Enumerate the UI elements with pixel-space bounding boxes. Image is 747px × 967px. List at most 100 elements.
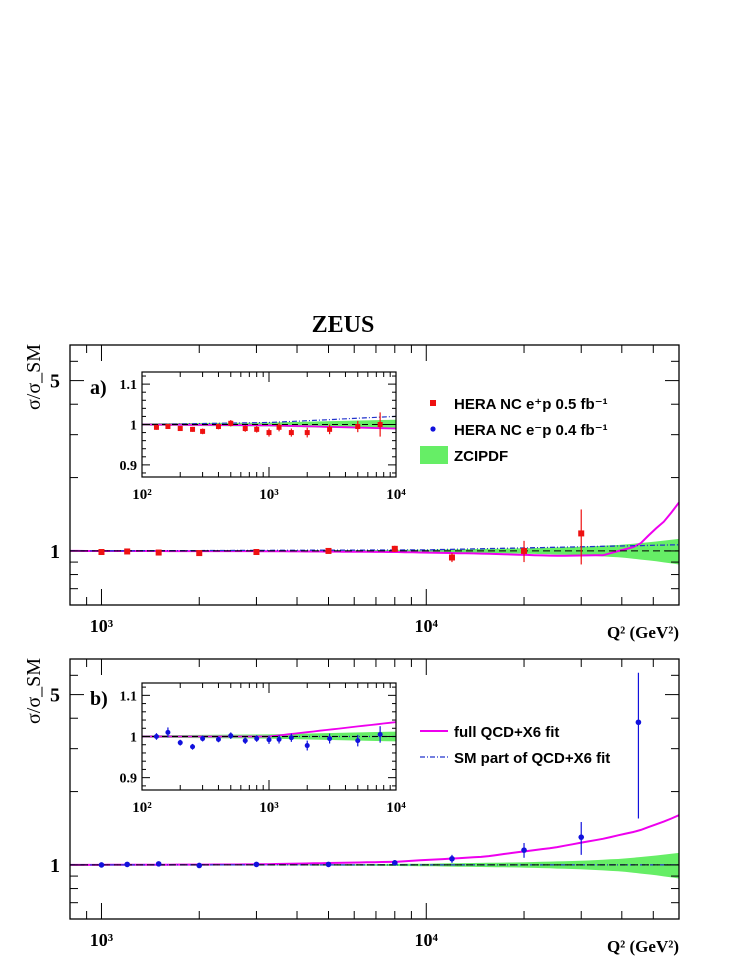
inset-data-point (177, 426, 183, 432)
panel-a: 10³ 10⁴ 1 5σ/σ_SM Q² (GeV²) a) 10² 10³ 10⁴ 0.9 1 1.… (23, 344, 680, 642)
x-tick-label: 10⁴ (415, 930, 439, 950)
data-point (391, 860, 398, 866)
data-point (98, 862, 105, 868)
inset-data-point (200, 736, 206, 742)
data-point (253, 861, 260, 868)
inset-data-point (190, 426, 196, 432)
plot-area (70, 672, 679, 879)
data-point (124, 548, 131, 555)
inset-data-point (242, 738, 248, 744)
inset-data-point (228, 733, 234, 739)
y-axis-label: σ/σ_SM (23, 344, 45, 410)
inset-data-point (190, 744, 196, 750)
inset-data-point (242, 426, 248, 432)
panel-label: a) (90, 377, 107, 399)
data-point (448, 554, 455, 561)
inset: 10² 10³ 10⁴ 0.9 1 1.1 (120, 682, 406, 816)
data-point (124, 861, 130, 868)
inset-x-tick-label: 10² (132, 800, 152, 816)
data-point (325, 861, 332, 868)
inset-y-tick-label: 1.1 (120, 378, 138, 393)
data-point (578, 530, 585, 537)
x-axis-label: Q² (GeV²) (607, 937, 679, 956)
y-tick-label: 5 (50, 371, 60, 393)
inset-data-point (304, 743, 310, 749)
inset-data-point (355, 424, 361, 430)
data-point (521, 847, 527, 853)
y-axis-label: σ/σ_SM (23, 658, 45, 724)
inset-data-point (177, 740, 183, 746)
inset-data-point (266, 430, 272, 436)
legend-label: full QCD+X6 fit (454, 724, 559, 741)
x-axis-label: Q² (GeV²) (607, 623, 679, 642)
legend-marker-band (420, 446, 448, 464)
legend-label: SM part of QCD+X6 fit (454, 750, 610, 767)
inset-data-point (327, 736, 333, 742)
inset-data-point (153, 734, 159, 739)
legend-label: ZCIPDF (454, 448, 508, 465)
inset-y-tick-label: 1.1 (120, 689, 138, 704)
inset-y-tick-label: 1 (130, 731, 137, 746)
data-point (325, 547, 332, 554)
inset-data-point (288, 430, 294, 436)
data-point (155, 549, 162, 556)
data-point (521, 547, 528, 554)
x-tick-label: 10³ (90, 930, 114, 950)
inset-data-point (377, 731, 383, 737)
curve-solid (70, 814, 679, 866)
data-point (98, 549, 105, 556)
inset-data-point (215, 424, 221, 430)
legend-label: HERA NC e⁻p 0.4 fb⁻¹ (454, 422, 608, 439)
inset-data-point (165, 424, 171, 430)
panel-label: b) (90, 688, 108, 710)
plot-frame (69, 344, 680, 606)
inset-y-tick-label: 0.9 (120, 459, 138, 474)
inset-data-point (266, 737, 272, 743)
data-point (391, 545, 398, 552)
inset-data-point (276, 736, 282, 742)
inset-data-point (200, 428, 206, 434)
legend: HERA NC e⁺p 0.5 fb⁻¹ HERA NC e⁻p 0.4 fb⁻¹… (420, 396, 608, 465)
data-point (578, 834, 585, 840)
x-tick-label: 10⁴ (415, 616, 439, 636)
inset-data-point (304, 430, 310, 436)
inset-x-tick-label: 10⁴ (386, 487, 406, 503)
inset-data-point (276, 424, 282, 430)
inset-data-point (215, 736, 221, 742)
y-tick-label: 1 (50, 541, 60, 563)
inset-data-point (355, 738, 361, 744)
inset-data-point (228, 420, 234, 426)
legend-marker-circle (430, 426, 436, 432)
data-point (196, 550, 203, 557)
inset-y-tick-label: 1 (130, 419, 137, 434)
legend-marker-square (430, 400, 436, 406)
inset-x-tick-label: 10⁴ (386, 800, 406, 816)
inset: 10² 10³ 10⁴ 0.9 1 1.1 (120, 371, 406, 503)
inset-y-tick-label: 0.9 (120, 772, 138, 787)
inset-x-tick-label: 10³ (259, 800, 279, 816)
data-point (196, 862, 203, 869)
plot-area (70, 501, 679, 565)
inset-data-point (153, 424, 159, 430)
data-point (449, 855, 455, 862)
inset-x-tick-label: 10² (132, 487, 152, 503)
inset-data-point (254, 426, 260, 432)
data-point (253, 549, 260, 556)
y-tick-label: 1 (50, 855, 60, 877)
legend: full QCD+X6 fit SM part of QCD+X6 fit (420, 724, 610, 767)
inset-data-point (165, 729, 171, 735)
inset-data-point (377, 422, 383, 427)
inset-data-point (288, 735, 294, 741)
y-tick-label: 5 (50, 685, 60, 707)
plot-frame (69, 658, 680, 920)
panel-b: 10³ 10⁴ 1 5σ/σ_SM Q² (GeV²) b) 10² 10³ 10⁴ 0.9 1 1.… (23, 658, 680, 956)
inset-sm-curve (141, 415, 397, 426)
figure-title: ZEUS (312, 312, 375, 338)
inset-x-tick-label: 10³ (259, 487, 279, 503)
data-point (155, 861, 162, 867)
inset-data-point (254, 736, 260, 742)
data-point (635, 719, 642, 726)
x-tick-label: 10³ (90, 616, 114, 636)
